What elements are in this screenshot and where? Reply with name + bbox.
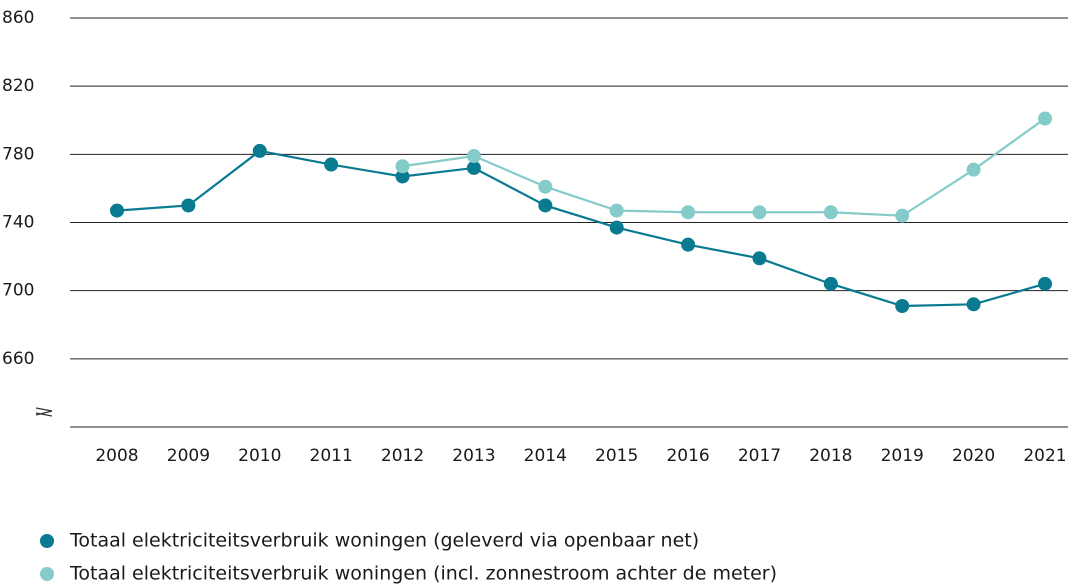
legend-label: Totaal elektriciteitsverbruik woningen (… — [69, 530, 699, 552]
legend-marker — [40, 534, 54, 548]
data-point — [252, 143, 267, 158]
x-tick-label: 2009 — [167, 446, 210, 466]
x-tick-label: 2010 — [238, 446, 281, 466]
y-tick-label: 820 — [2, 76, 34, 96]
legend-marker — [40, 567, 54, 581]
legend-label: Totaal elektriciteitsverbruik woningen (… — [69, 563, 777, 585]
data-point — [752, 251, 767, 266]
x-tick-label: 2018 — [809, 446, 852, 466]
data-point — [609, 220, 624, 235]
data-point — [1038, 276, 1052, 291]
data-point — [538, 179, 553, 194]
y-tick-label: 780 — [2, 144, 34, 164]
data-point — [538, 198, 553, 213]
x-tick-label: 2013 — [452, 446, 495, 466]
data-point — [609, 203, 624, 218]
y-tick-label: 740 — [2, 213, 34, 233]
data-point — [895, 208, 910, 223]
data-point — [895, 299, 910, 314]
data-point — [823, 205, 838, 220]
y-tick-label: 700 — [2, 281, 34, 301]
data-point — [181, 198, 196, 213]
x-tick-label: 2016 — [666, 446, 709, 466]
data-point — [966, 162, 981, 177]
x-tick-label: 2017 — [738, 446, 781, 466]
data-point — [324, 157, 339, 172]
data-point — [466, 160, 481, 175]
y-tick-label: 660 — [2, 349, 34, 369]
data-point — [466, 149, 481, 164]
series-line — [116, 149, 1046, 308]
x-tick-label: 2020 — [952, 446, 995, 466]
data-point — [1038, 111, 1052, 126]
x-tick-label: 2019 — [881, 446, 924, 466]
y-tick-label: 860 — [2, 8, 34, 28]
data-point — [110, 203, 124, 218]
x-tick-label: 2011 — [310, 446, 353, 466]
data-point — [681, 237, 696, 252]
x-tick-label: 2014 — [524, 446, 567, 466]
x-tick-label: 2008 — [95, 446, 138, 466]
data-point — [681, 205, 696, 220]
data-point — [395, 169, 410, 184]
data-point — [966, 297, 981, 312]
data-point — [823, 276, 838, 291]
series-line — [402, 117, 1046, 217]
x-tick-label: 2012 — [381, 446, 424, 466]
data-point — [395, 159, 410, 174]
data-point — [752, 205, 767, 220]
legend: Totaal elektriciteitsverbruik woningen (… — [40, 530, 777, 585]
x-tick-label: 2021 — [1023, 446, 1066, 466]
x-tick-label: 2015 — [595, 446, 638, 466]
axis-break — [35, 407, 53, 417]
